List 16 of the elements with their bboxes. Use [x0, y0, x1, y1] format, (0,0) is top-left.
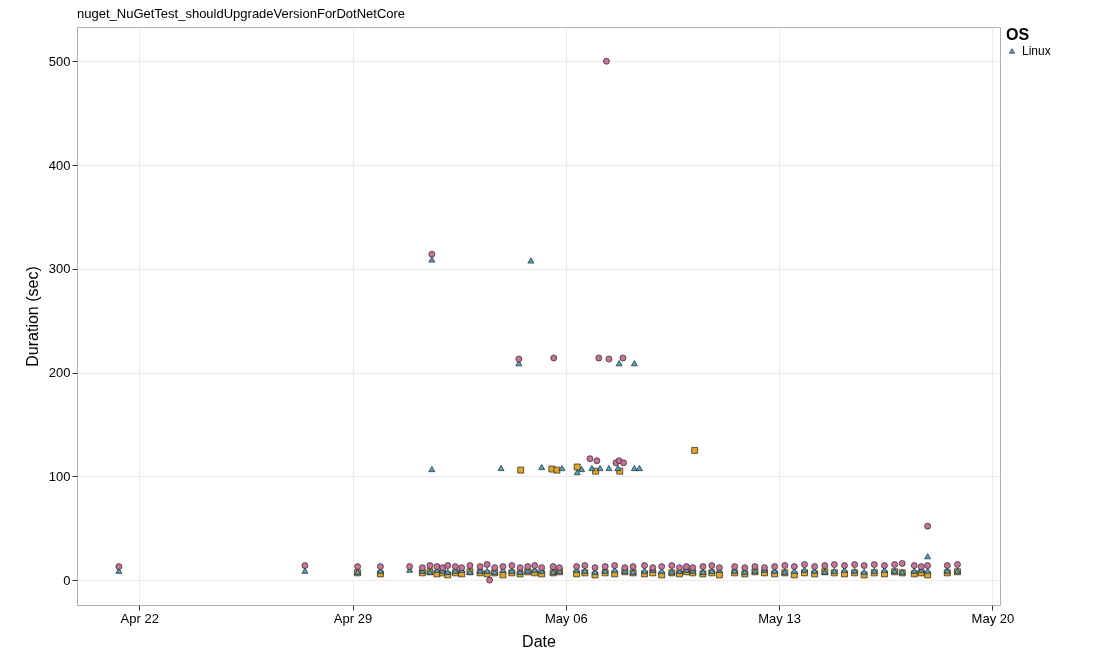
y-tick-label: 500 — [48, 53, 71, 69]
y-tick-label: 200 — [48, 365, 71, 381]
legend-title: OS — [1006, 26, 1030, 43]
y-tick-label: 0 — [63, 572, 71, 588]
y-axis-title: Duration (sec) — [23, 266, 41, 367]
y-tick-label: 400 — [48, 157, 71, 173]
chart-title: nuget_NuGetTest_shouldUpgradeVersionForDotNetCore — [77, 6, 406, 21]
y-tick-label: 100 — [48, 468, 71, 484]
x-tick-label: Apr 29 — [333, 610, 373, 626]
x-tick-label: May 20 — [971, 610, 1015, 626]
x-axis-title: Date — [522, 632, 556, 650]
legend-label: Linux — [1022, 44, 1051, 58]
x-tick-label: May 13 — [758, 610, 801, 626]
x-tick-label: May 06 — [544, 610, 588, 626]
x-tick-label: Apr 22 — [120, 610, 159, 626]
y-tick-label: 300 — [48, 261, 71, 277]
